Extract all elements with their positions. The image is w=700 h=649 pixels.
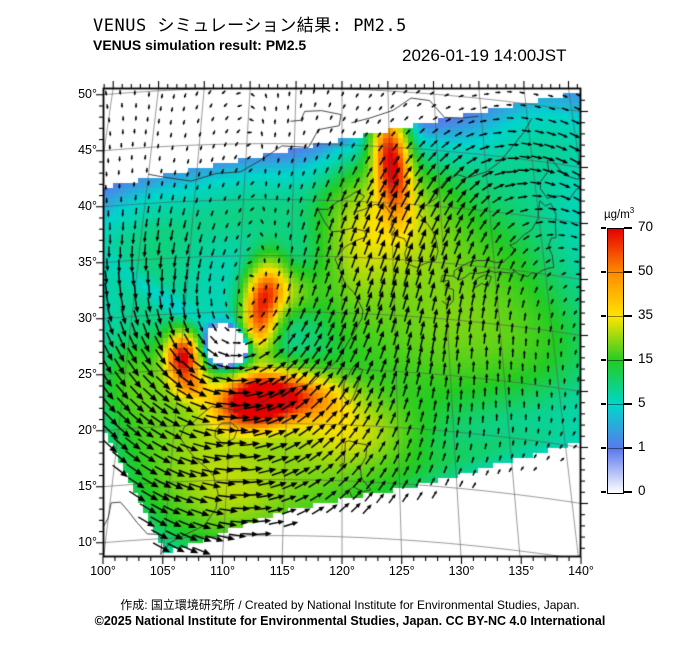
colorbar-tick xyxy=(601,403,606,405)
lat-tick-label: 30° xyxy=(78,310,97,325)
colorbar-tick xyxy=(601,227,606,229)
colorbar-tick xyxy=(608,315,623,317)
colorbar-tick xyxy=(601,315,606,317)
lon-tick-label: 130° xyxy=(448,564,475,578)
colorbar-tick xyxy=(624,359,632,361)
lat-tick-label: 45° xyxy=(78,142,97,157)
lat-tick-label: 10° xyxy=(78,534,97,549)
colorbar-tick-label: 0 xyxy=(638,483,646,498)
colorbar-tick xyxy=(624,491,632,493)
colorbar-tick xyxy=(624,403,632,405)
lat-tick-label: 50° xyxy=(78,86,97,101)
lon-tick-label: 105° xyxy=(149,564,176,578)
colorbar-tick xyxy=(624,315,632,317)
lon-tick-label: 125° xyxy=(388,564,415,578)
lat-tick-label: 25° xyxy=(78,366,97,381)
colorbar-tick xyxy=(608,271,623,273)
page-title-japanese: VENUS シミュレーション結果: PM2.5 xyxy=(93,16,407,36)
colorbar-tick xyxy=(601,359,606,361)
colorbar-tick xyxy=(624,227,632,229)
colorbar-unit-label: µg/m3 xyxy=(604,206,635,221)
colorbar-tick-label: 50 xyxy=(638,263,654,278)
lon-tick-label: 100° xyxy=(90,564,116,578)
colorbar-tick xyxy=(608,403,623,405)
lat-tick-label: 20° xyxy=(78,422,97,437)
page-title-english: VENUS simulation result: PM2.5 xyxy=(93,37,307,53)
colorbar-tick xyxy=(601,271,606,273)
lon-tick-label: 110° xyxy=(210,564,235,578)
license-line: ©2025 National Institute for Environment… xyxy=(94,614,606,628)
colorbar-tick-label: 70 xyxy=(638,219,654,234)
timestamp: 2026-01-19 14:00JST xyxy=(402,46,567,65)
colorbar-gradient xyxy=(607,228,624,494)
lon-tick-label: 140° xyxy=(568,564,594,578)
lon-tick-label: 115° xyxy=(269,564,295,578)
lat-tick-label: 35° xyxy=(78,254,97,269)
lon-tick-label: 135° xyxy=(508,564,535,578)
colorbar-tick-label: 5 xyxy=(638,395,646,410)
credit-line: 作成: 国立環境研究所 / Created by National Instit… xyxy=(120,598,580,612)
colorbar-tick xyxy=(601,447,606,449)
lat-tick-label: 40° xyxy=(78,198,97,213)
colorbar-tick xyxy=(608,359,623,361)
colorbar-tick xyxy=(608,447,623,449)
colorbar-tick-label: 1 xyxy=(638,439,646,454)
lon-tick-label: 120° xyxy=(329,564,355,578)
colorbar-tick-label: 35 xyxy=(638,307,654,322)
colorbar-tick-label: 15 xyxy=(638,351,654,366)
colorbar-tick xyxy=(624,271,632,273)
colorbar-tick xyxy=(624,447,632,449)
colorbar-tick xyxy=(601,491,606,493)
lat-tick-label: 15° xyxy=(78,478,97,493)
